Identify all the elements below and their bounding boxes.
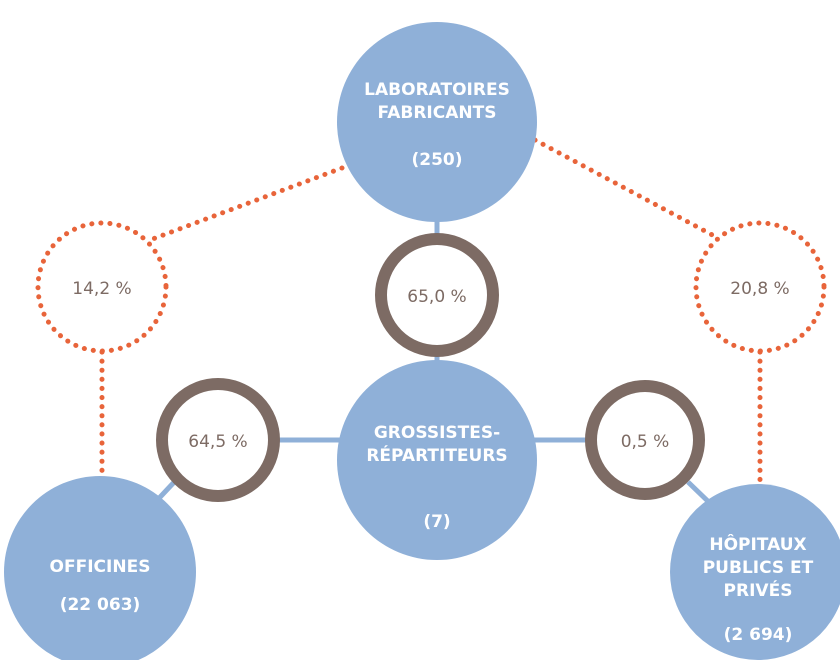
flow-label: 65,0 % (407, 287, 466, 307)
node-label: LABORATOIRES (364, 80, 510, 100)
dotted-ring (693, 220, 827, 354)
node-label: HÔPITAUX (709, 533, 806, 555)
flow-label: 0,5 % (621, 432, 670, 452)
node-count: (7) (423, 512, 450, 532)
node-count: (250) (411, 150, 462, 170)
node-label: RÉPARTITEURS (366, 444, 507, 466)
node-label: FABRICANTS (378, 103, 497, 123)
node-count: (2 694) (724, 625, 793, 645)
dotted-connectors (99, 137, 763, 495)
node-circle (4, 476, 196, 660)
flow-label: 64,5 % (188, 432, 247, 452)
flow-ring (156, 378, 280, 502)
node-count: (22 063) (60, 595, 141, 615)
node-label: PRIVÉS (724, 579, 793, 601)
dotted-ring (35, 220, 169, 354)
flow-ring (585, 380, 705, 500)
flow-ring (375, 233, 499, 357)
node-label: OFFICINES (50, 557, 151, 577)
nodes: LABORATOIRES FABRICANTS (250) GROSSISTES-RÉ… (4, 22, 840, 660)
dotted-connector (532, 137, 721, 241)
node-circle (337, 22, 537, 222)
node-circle (337, 360, 537, 560)
node-label: PUBLICS ET (703, 558, 814, 578)
flow-label: 20,8 % (730, 279, 789, 299)
dotted-connector (147, 165, 345, 243)
node-label: GROSSISTES- (374, 423, 500, 443)
flow-label: 14,2 % (72, 279, 131, 299)
node-circle (670, 484, 840, 660)
